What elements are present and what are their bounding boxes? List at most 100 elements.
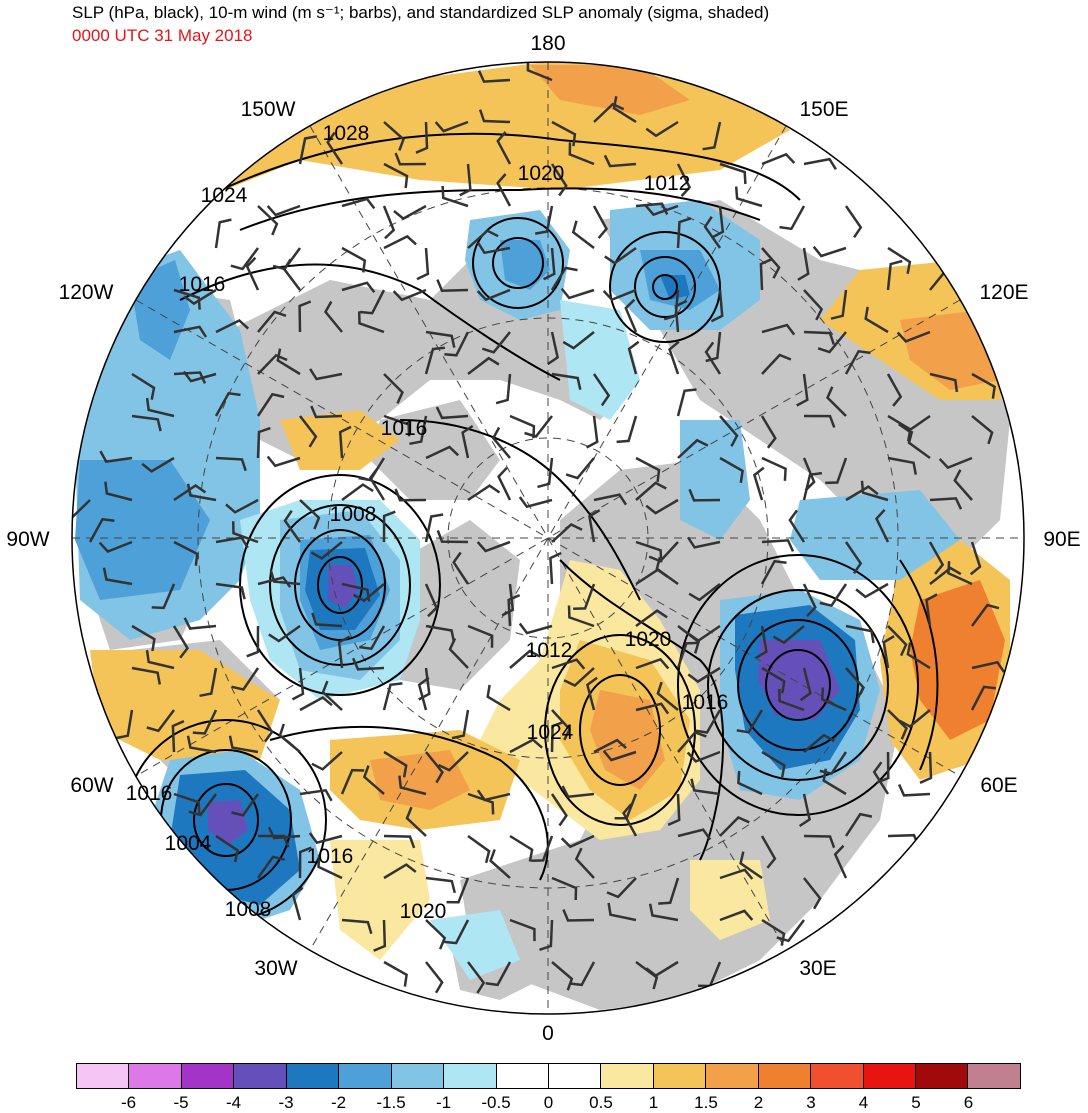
- wind-barb: [341, 281, 376, 294]
- wind-barb: [524, 415, 553, 438]
- wind-barb: [416, 247, 430, 281]
- wind-barb: [887, 246, 912, 274]
- colorbar-tick-label: 4: [858, 1093, 869, 1112]
- wind-barb: [560, 287, 595, 300]
- wind-barb: [882, 635, 895, 669]
- isobar-label: 1008: [225, 898, 272, 921]
- isobar-label: 1012: [644, 172, 691, 195]
- wind-barb: [563, 667, 595, 687]
- wind-barb: [688, 488, 721, 502]
- wind-barb: [99, 450, 133, 463]
- wind-barb: [182, 370, 217, 383]
- wind-barb: [291, 886, 304, 921]
- wind-barb: [947, 561, 973, 586]
- wind-barb: [844, 812, 873, 837]
- wind-barb: [437, 751, 469, 772]
- wind-barb: [383, 960, 408, 987]
- wind-barb: [467, 792, 495, 815]
- wind-barb: [635, 702, 670, 715]
- wind-barb: [830, 289, 848, 320]
- wind-barb: [256, 855, 286, 879]
- wind-barb: [586, 415, 599, 449]
- colorbar-swatch: [916, 1064, 969, 1088]
- wind-barb: [803, 414, 836, 428]
- wind-barb: [373, 919, 387, 952]
- wind-barb: [826, 386, 847, 417]
- wind-barb: [276, 348, 301, 376]
- wind-barb: [845, 667, 865, 699]
- colorbar-swatch: [601, 1064, 654, 1088]
- colorbar-swatch: [286, 1064, 340, 1088]
- wind-barb: [711, 205, 725, 239]
- wind-barb: [311, 751, 343, 771]
- wind-barb: [779, 205, 806, 231]
- wind-barb: [803, 289, 824, 321]
- wind-barb: [739, 851, 763, 880]
- isobar-label: 1024: [527, 721, 574, 744]
- wind-barb: [131, 414, 162, 432]
- colorbar-tick-label: -0.5: [481, 1093, 511, 1112]
- wind-barb: [337, 635, 351, 669]
- wind-barb: [357, 311, 385, 334]
- wind-barb: [360, 289, 386, 315]
- colorbar-tick-label: 6: [963, 1093, 974, 1112]
- wind-barb: [425, 330, 456, 348]
- colorbar-swatch: [548, 1064, 602, 1088]
- wind-barb: [844, 205, 863, 239]
- wind-barb: [425, 876, 457, 894]
- wind-barb: [703, 216, 722, 249]
- wind-barb: [173, 371, 207, 384]
- wind-barb: [704, 341, 722, 375]
- wind-barb: [501, 583, 515, 617]
- colorbar-tick-label: 0.5: [589, 1093, 613, 1112]
- wind-barb: [761, 323, 796, 336]
- isobar-label: 1012: [526, 639, 573, 662]
- wind-barb: [393, 204, 427, 221]
- wind-barb: [719, 868, 754, 880]
- wind-barb: [925, 593, 938, 627]
- colorbar-tick-label: -1: [435, 1093, 452, 1112]
- wind-barb: [362, 765, 385, 795]
- wind-barb: [550, 720, 565, 753]
- wind-barb: [425, 445, 460, 460]
- wind-barb: [759, 258, 773, 291]
- wind-barb: [648, 541, 679, 563]
- wind-barb: [887, 456, 918, 475]
- wind-barb: [761, 539, 795, 552]
- wind-barb: [635, 960, 659, 990]
- wind-barb: [860, 480, 889, 502]
- wind-barb: [481, 331, 511, 354]
- wind-barb: [383, 373, 404, 404]
- wind-barb: [310, 541, 343, 560]
- wind-barb: [803, 330, 835, 345]
- wind-barb: [368, 467, 386, 501]
- wind-barb: [425, 624, 456, 643]
- wind-barb: [102, 567, 133, 586]
- wind-barb: [592, 205, 609, 239]
- colorbar-swatch: [339, 1064, 392, 1088]
- wind-barb: [509, 414, 536, 439]
- wind-barb: [257, 310, 287, 333]
- wind-barb: [467, 961, 486, 994]
- wind-barb: [971, 372, 996, 399]
- wind-barb: [382, 682, 403, 711]
- isobar-label: 1020: [625, 628, 672, 651]
- wind-barb: [635, 657, 670, 670]
- wind-barb: [359, 625, 386, 651]
- wind-barb: [971, 415, 994, 445]
- positive-anomaly-layer: [90, 62, 1010, 960]
- wind-barb: [676, 388, 697, 417]
- wind-barb: [612, 96, 637, 124]
- wind-barb: [606, 877, 637, 899]
- wind-barb: [677, 828, 712, 841]
- wind-barb: [266, 455, 301, 468]
- wind-barb: [173, 540, 199, 566]
- isobar-label: 1016: [126, 782, 173, 805]
- wind-barb: [571, 220, 595, 249]
- wind-barb: [929, 497, 963, 510]
- map-boundary: [71, 61, 1025, 1015]
- wind-barb: [266, 204, 301, 217]
- isobar-label: 1008: [330, 503, 377, 526]
- colorbar-tick-label: 1.5: [694, 1093, 718, 1112]
- colorbar-swatch: [181, 1064, 235, 1088]
